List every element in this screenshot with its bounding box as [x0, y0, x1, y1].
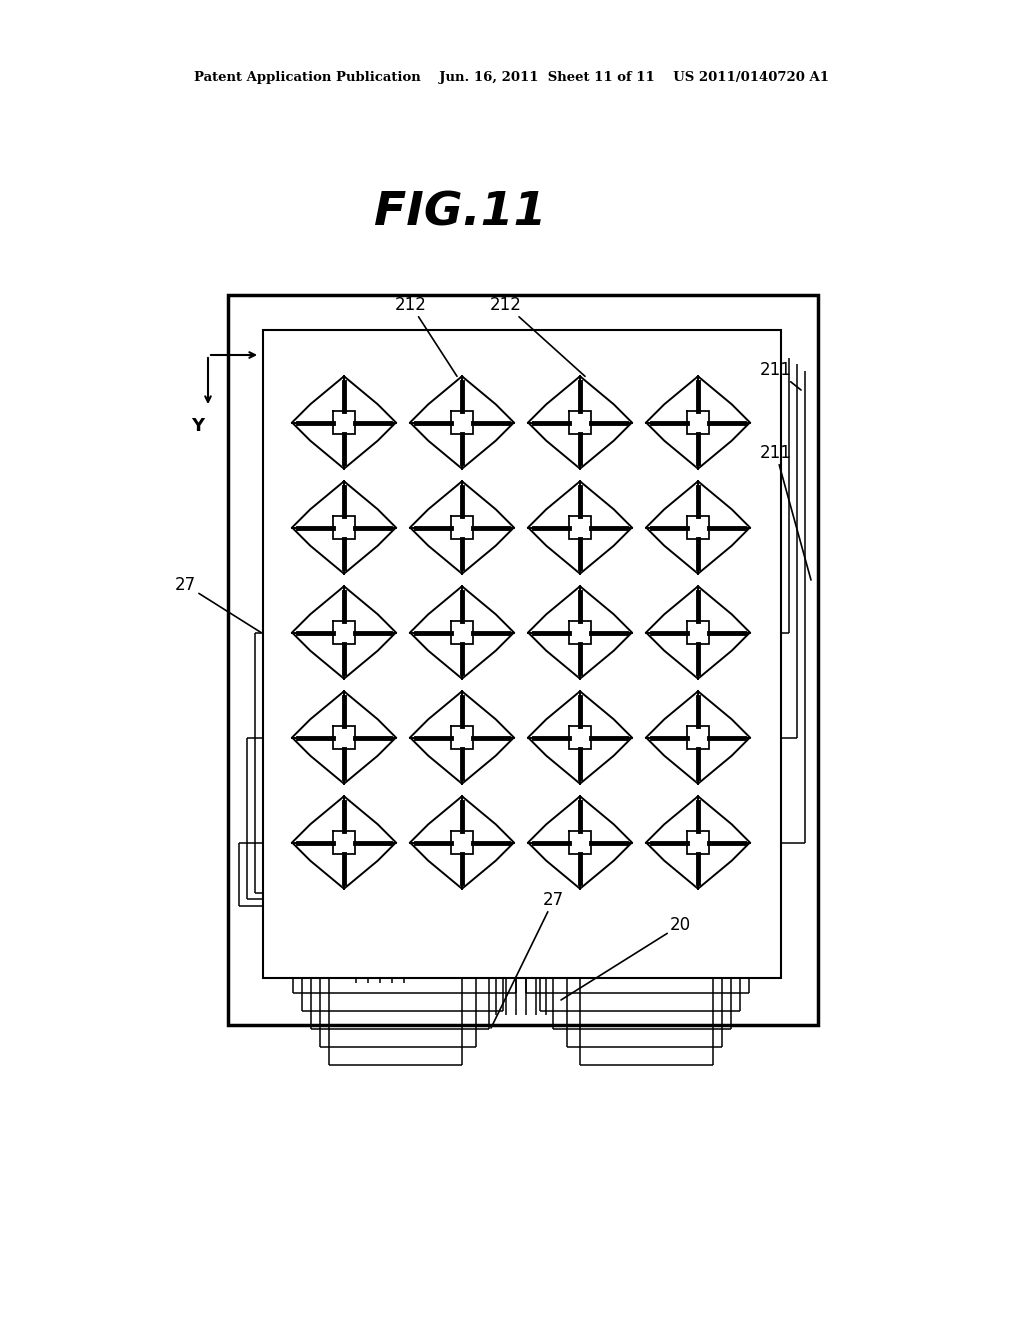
Text: FIG.11: FIG.11 — [374, 190, 546, 235]
Text: 211: 211 — [760, 444, 811, 579]
Text: 27: 27 — [175, 576, 261, 632]
Text: 27: 27 — [490, 891, 564, 1028]
Text: 212: 212 — [490, 296, 585, 376]
Bar — [263, 330, 781, 978]
Text: Y: Y — [191, 417, 205, 436]
Text: 20: 20 — [561, 916, 691, 1001]
Text: Patent Application Publication    Jun. 16, 2011  Sheet 11 of 11    US 2011/01407: Patent Application Publication Jun. 16, … — [195, 71, 829, 84]
Bar — [228, 294, 818, 1026]
Text: 211: 211 — [760, 360, 801, 389]
Text: 212: 212 — [395, 296, 457, 376]
Text: X: X — [268, 346, 282, 364]
